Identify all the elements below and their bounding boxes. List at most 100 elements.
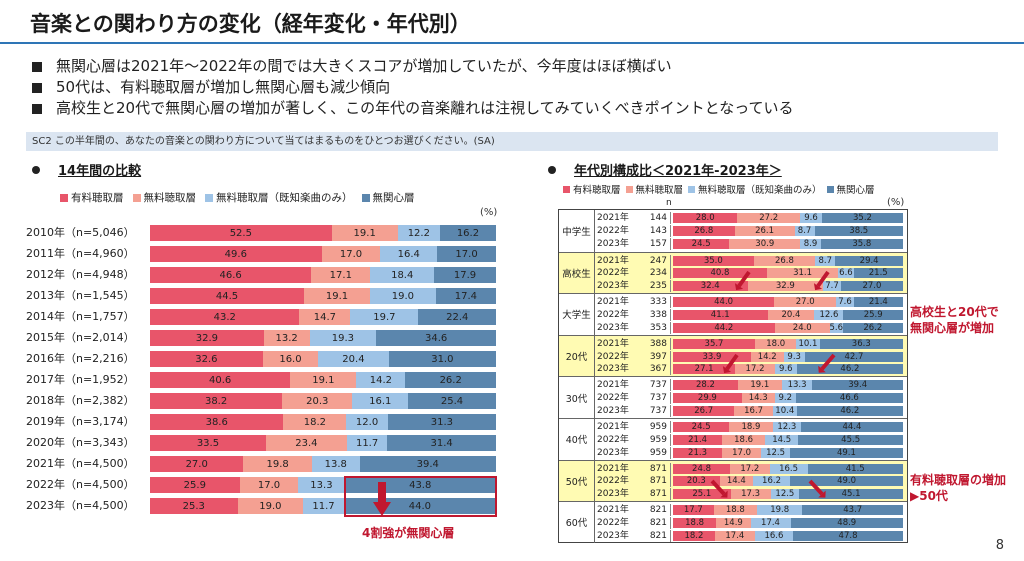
page-number: 8 xyxy=(995,538,1004,553)
age-group-label: 50代 xyxy=(559,460,595,502)
age-group: 50代 2021年 871 24.8 17.2 16.5 41.5 2022年 871 20.3 1… xyxy=(559,459,907,502)
bar-segment-paid: 24.8 xyxy=(673,463,731,474)
bar-segment-indifferent: 22.4 xyxy=(418,309,496,325)
legend-item-paid: 有料聴取層 xyxy=(60,190,124,205)
age-group-label: 60代 xyxy=(559,502,595,543)
bar-segment-paid: 24.5 xyxy=(673,422,730,432)
bar-segment-indifferent: 17.4 xyxy=(435,288,496,304)
bar-segment-free-known: 8.9 xyxy=(800,238,821,249)
year-label: 2022年 xyxy=(597,225,629,236)
column-separator xyxy=(670,446,671,459)
age-group-label: 40代 xyxy=(559,419,595,460)
stacked-bar: 40.8 31.1 6.6 21.5 xyxy=(673,268,903,279)
bar-segment-indifferent: 21.5 xyxy=(853,268,903,279)
age-group: 中学生 2021年 144 28.0 27.2 9.6 35.2 2022年 143 26.8 26… xyxy=(559,210,907,252)
bar-segment-free-known: 11.7 xyxy=(303,498,344,514)
right-section-heading: 年代別構成比＜2021年-2023年＞ xyxy=(548,160,782,179)
sample-size: 388 xyxy=(649,338,667,349)
year-label: 2021年 xyxy=(597,505,629,516)
legend-swatch xyxy=(826,185,834,193)
bar-segment-free-known: 8.7 xyxy=(794,225,815,236)
bar-segment-indifferent: 45.5 xyxy=(798,434,903,445)
age-group: 高校生 2021年 247 35.0 26.8 8.7 29.4 2022年 234 40.8 31… xyxy=(559,251,907,294)
year-row: 2023年 367 27.1 17.2 9.6 46.2 xyxy=(595,363,907,376)
legend-item-indifferent: 無関心層 xyxy=(361,190,415,205)
bar-segment-free: 19.1 xyxy=(331,225,398,241)
bar-segment-paid: 44.2 xyxy=(673,322,775,333)
bar-segment-free-known: 18.4 xyxy=(370,267,435,283)
column-separator xyxy=(670,516,671,529)
year-row: 2022年 143 26.8 26.1 8.7 38.5 xyxy=(595,224,907,237)
column-separator xyxy=(670,529,671,542)
bar-segment-indifferent: 31.4 xyxy=(387,435,496,451)
column-separator xyxy=(670,421,671,433)
bar-segment-free: 24.0 xyxy=(774,322,830,333)
bar-segment-indifferent: 36.3 xyxy=(819,338,903,349)
left-pct-note: (%) xyxy=(480,207,498,218)
sample-size: 144 xyxy=(649,213,667,223)
category-label: 2010年（n=5,046） xyxy=(26,226,135,239)
n-column-header: n xyxy=(666,198,672,208)
bar-segment-free-known: 10.4 xyxy=(772,405,797,416)
bar-segment-free: 17.2 xyxy=(735,364,775,375)
category-label: 2015年（n=2,014） xyxy=(26,331,135,344)
year-row: 2021年 333 44.0 27.0 7.6 21.4 xyxy=(595,296,907,309)
bullet-square-icon xyxy=(32,61,42,72)
stacked-bar: 27.0 19.8 13.8 39.4 xyxy=(150,456,496,472)
year-row: 2022年 959 21.4 18.6 14.5 45.5 xyxy=(595,433,907,446)
bar-segment-free-known: 9.6 xyxy=(774,364,797,375)
bar-segment-free-known: 12.3 xyxy=(772,422,801,432)
year-label: 2023年 xyxy=(597,530,629,541)
sample-size: 821 xyxy=(649,517,667,528)
left-section-heading: 14年間の比較 xyxy=(32,160,141,179)
bar-segment-free: 17.0 xyxy=(321,246,381,262)
bar-segment-indifferent: 34.6 xyxy=(376,330,496,346)
bar-segment-indifferent: 41.5 xyxy=(807,463,903,474)
stacked-bar: 26.7 16.7 10.4 46.2 xyxy=(673,405,903,416)
year-row: 2021年 959 24.5 18.9 12.3 44.4 xyxy=(595,421,907,433)
sample-size: 157 xyxy=(649,238,667,249)
year-label: 2023年 xyxy=(597,322,629,333)
legend-swatch xyxy=(205,193,213,202)
stacked-bar: 32.6 16.0 20.4 31.0 xyxy=(150,351,496,367)
year-label: 2021年 xyxy=(597,255,629,266)
year-row: 2023年 235 32.4 32.9 7.7 27.0 xyxy=(595,280,907,293)
bar-segment-indifferent: 49.0 xyxy=(790,476,903,487)
bar-segment-free-known: 9.6 xyxy=(799,213,823,223)
column-separator xyxy=(670,337,671,350)
age-group-label: 中学生 xyxy=(559,210,595,252)
callout-line: ▶50代 xyxy=(910,489,948,503)
column-separator xyxy=(670,504,671,517)
bullet-text: 無関心層は2021年～2022年の間では大きくスコアが増加していたが、今年度はほ… xyxy=(56,57,672,75)
legend-item-paid: 有料聴取層 xyxy=(563,182,621,196)
bar-segment-indifferent: 48.9 xyxy=(790,517,903,528)
sample-size: 367 xyxy=(649,364,667,375)
stacked-bar: 43.2 14.7 19.7 22.4 xyxy=(150,309,496,325)
legend-swatch xyxy=(563,185,570,193)
stacked-bar: 38.6 18.2 12.0 31.3 xyxy=(150,414,496,430)
column-separator xyxy=(670,296,671,309)
callout-line: 高校生と20代で xyxy=(910,305,999,319)
bar-segment-paid: 26.8 xyxy=(673,225,735,236)
bar-segment-paid: 24.5 xyxy=(673,238,730,249)
bar-segment-indifferent: 46.2 xyxy=(796,405,903,416)
legend-item-free: 無料聴取層 xyxy=(132,190,196,205)
bar-segment-free: 26.8 xyxy=(753,255,816,266)
bar-segment-free-known: 11.7 xyxy=(346,435,388,451)
bar-segment-free-known: 19.8 xyxy=(756,505,803,516)
column-separator xyxy=(670,308,671,321)
bar-segment-indifferent: 25.9 xyxy=(843,309,903,320)
category-label: 2016年（n=2,216） xyxy=(26,352,135,365)
bar-segment-free: 17.2 xyxy=(730,463,770,474)
bar-segment-paid: 44.0 xyxy=(673,297,775,308)
bar-segment-free-known: 7.6 xyxy=(836,297,854,308)
bar-segment-indifferent: 29.4 xyxy=(835,255,903,266)
age-group: 大学生 2021年 333 44.0 27.0 7.6 21.4 2022年 338 41.1 20… xyxy=(559,293,907,335)
bullet-text: 高校生と20代で無関心層の増加が著しく、この年代の音楽離れは注視してみていくべき… xyxy=(56,99,794,117)
bar-segment-indifferent: 39.4 xyxy=(812,380,903,391)
stacked-bar: 27.1 17.2 9.6 46.2 xyxy=(673,364,903,375)
age-group: 30代 2021年 737 28.2 19.1 13.3 39.4 2022年 737 29.9 1… xyxy=(559,376,907,418)
bar-segment-free-known: 16.4 xyxy=(380,246,438,262)
category-label: 2021年（n=4,500） xyxy=(26,457,135,470)
bullet-1: 無関心層は2021年～2022年の間では大きくスコアが増加していたが、今年度はほ… xyxy=(32,56,1012,77)
